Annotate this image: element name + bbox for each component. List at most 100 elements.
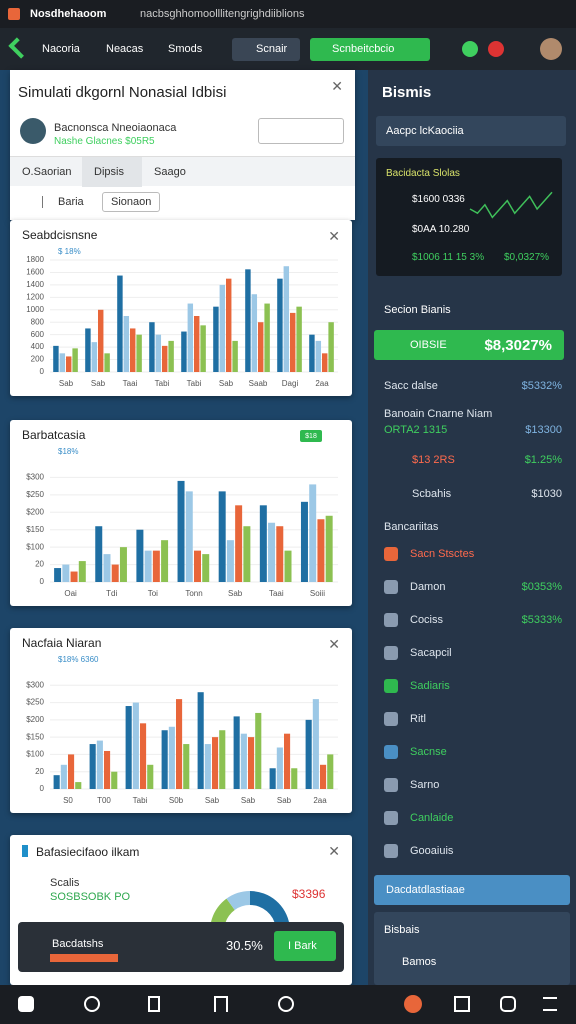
bar xyxy=(269,768,276,789)
nav-item[interactable]: Neacas xyxy=(106,43,144,55)
list-item[interactable]: Ritl xyxy=(384,712,562,726)
bar xyxy=(91,342,98,372)
list-icon xyxy=(384,679,398,693)
bar xyxy=(296,306,302,372)
bar xyxy=(60,764,67,789)
avatar xyxy=(20,118,46,144)
list-value: $0353% xyxy=(521,581,562,593)
bar xyxy=(103,554,111,582)
close[interactable]: ✕ xyxy=(331,78,343,94)
bar-button[interactable]: I Bark xyxy=(274,931,336,961)
y-tick-label: $150 xyxy=(26,732,44,741)
list-label: Sacnse xyxy=(410,746,447,758)
sidebar: Bismis Aacpc lcKaociia Bacidacta Slolas … xyxy=(368,70,576,985)
label: Scalis xyxy=(50,877,80,889)
bar xyxy=(62,564,70,582)
badge xyxy=(300,430,322,442)
x-tick-label: Sab xyxy=(277,796,292,805)
nav-icon[interactable] xyxy=(84,996,100,1012)
footer-title: Bisbais xyxy=(384,924,420,936)
tab-title[interactable]: Nosdhehaoom xyxy=(30,8,107,20)
nav-button[interactable]: Scnair xyxy=(232,38,300,61)
nav-icon[interactable] xyxy=(18,996,34,1012)
bar xyxy=(132,702,139,789)
bar xyxy=(213,306,219,372)
bar xyxy=(119,547,127,582)
tab[interactable]: Dipsis xyxy=(82,157,142,187)
list-item[interactable]: Cociss $5333% xyxy=(384,613,562,627)
close[interactable]: ✕ xyxy=(328,636,340,652)
logo[interactable] xyxy=(8,37,30,59)
tab[interactable]: Saago xyxy=(154,166,186,178)
highlight-label: OIBSIE xyxy=(410,339,447,351)
list-item[interactable]: Sacapcil xyxy=(384,646,562,660)
url[interactable]: nacbsghhomoolllitengrighdiiblions xyxy=(140,8,305,20)
x-tick-label: Sab xyxy=(219,379,234,388)
select[interactable]: Aacpc lcKaociia xyxy=(376,116,566,146)
chart-note: $18% 6360 xyxy=(58,655,99,664)
list-item[interactable]: Sacnse xyxy=(384,745,562,759)
x-tick-label: Saab xyxy=(249,379,268,388)
bar xyxy=(144,550,152,582)
list-item[interactable]: Canlaide xyxy=(384,811,562,825)
list-item[interactable]: Sarno xyxy=(384,778,562,792)
list-item[interactable]: Damon $0353% xyxy=(384,580,562,594)
nav-item[interactable]: Nacoria xyxy=(42,43,80,55)
icon[interactable] xyxy=(488,41,504,57)
bar xyxy=(194,316,200,372)
bar xyxy=(291,768,298,789)
nav-icon[interactable] xyxy=(454,996,470,1012)
cta-button[interactable]: Scnbeitcbcio xyxy=(310,38,430,61)
list-title: Bancariitas xyxy=(384,521,439,533)
bar xyxy=(312,699,319,789)
nav-icon[interactable] xyxy=(278,996,294,1012)
dropdown[interactable] xyxy=(258,118,344,144)
modal: Simulati dkgornl Nonasial Idbisi ✕ Bacno… xyxy=(10,70,355,220)
nav-item[interactable]: Smods xyxy=(168,43,203,55)
list-item[interactable]: Sadiaris xyxy=(384,679,562,693)
stat: Banoain Cnarne Niam xyxy=(384,408,562,420)
footer-bar[interactable]: Dacdatdlastiaae xyxy=(374,875,570,905)
bar xyxy=(111,564,119,582)
list-item[interactable]: Sacn Stsctes xyxy=(384,547,562,561)
nav-icon[interactable] xyxy=(214,996,228,1012)
bar xyxy=(70,571,78,582)
bar xyxy=(161,540,169,582)
list-icon xyxy=(384,844,398,858)
avatar[interactable] xyxy=(540,38,562,60)
y-tick-label: 1400 xyxy=(26,280,44,289)
chart-card: Barbatcasia $18% $18 0 20 $100 $150 $200 $250 $30… xyxy=(10,420,352,606)
list-item[interactable]: Gooaiuis xyxy=(384,844,562,858)
nav-icon[interactable] xyxy=(148,996,160,1012)
bar xyxy=(59,353,66,372)
x-tick-label: Sab xyxy=(91,379,106,388)
chart-note: $18% xyxy=(58,447,78,456)
bar xyxy=(202,554,210,582)
bar xyxy=(136,334,142,372)
bar xyxy=(53,775,60,789)
chart: Barbatcasia $18% $18 0 20 $100 $150 $200 $250 $30… xyxy=(22,428,338,598)
icon[interactable] xyxy=(462,41,478,57)
x-tick-label: Toi xyxy=(148,589,158,598)
bar xyxy=(104,353,110,372)
tab[interactable]: O.Saorian xyxy=(22,166,72,178)
y-tick-label: $250 xyxy=(26,698,44,707)
nav-icon[interactable] xyxy=(500,996,516,1012)
nav-icon[interactable] xyxy=(404,995,422,1013)
bar xyxy=(226,278,232,372)
x-tick-label: Tonn xyxy=(185,589,202,598)
bar xyxy=(315,340,322,372)
bar-label: Bacdatshs xyxy=(52,938,104,950)
row-button[interactable]: Sionaon xyxy=(102,192,161,212)
bar xyxy=(305,719,312,789)
close[interactable]: ✕ xyxy=(328,228,340,244)
nav-icon[interactable] xyxy=(543,997,557,1011)
bar xyxy=(111,771,118,789)
footer-item[interactable]: Bamos xyxy=(402,956,437,968)
x-tick-label: Tabi xyxy=(155,379,170,388)
chart: Nacfaia Niaran $18% 6360 0 20 $100 $150 $200 $2… xyxy=(22,636,338,805)
x-tick-label: T00 xyxy=(97,796,111,805)
close[interactable]: ✕ xyxy=(328,843,340,859)
row-item[interactable]: Baria xyxy=(32,196,84,208)
